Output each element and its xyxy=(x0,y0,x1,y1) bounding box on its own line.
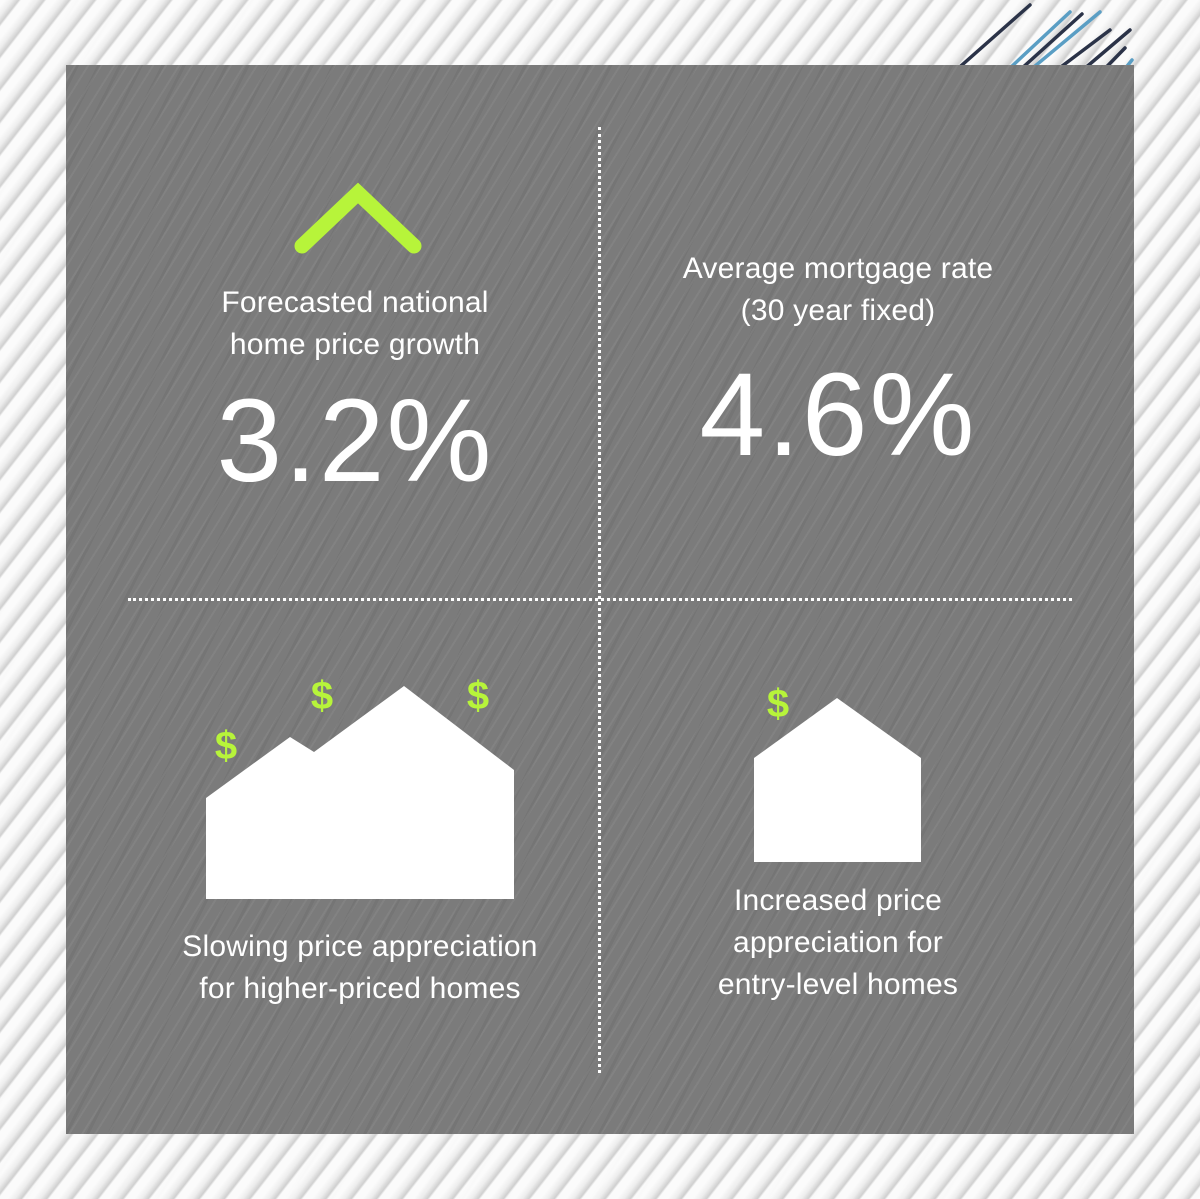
dollar-sign-icon: $ xyxy=(214,724,238,768)
label-line: Forecasted national xyxy=(221,286,489,319)
mortgage-rate-label: Average mortgage rate (30 year fixed) xyxy=(618,248,1058,332)
label-line: entry-level homes xyxy=(717,968,959,1001)
home-price-growth-label: Forecasted national home price growth xyxy=(155,282,555,366)
entry-level-homes-label: Increased price appreciation for entry-l… xyxy=(618,880,1058,1006)
mortgage-rate-value: 4.6% xyxy=(699,349,977,481)
label-line: Increased price xyxy=(733,884,943,917)
home-price-growth-value: 3.2% xyxy=(216,375,494,507)
label-line: Average mortgage rate xyxy=(682,252,994,285)
horizontal-divider xyxy=(128,598,1072,601)
label-line: (30 year fixed) xyxy=(740,294,936,327)
dollar-sign-icon: $ xyxy=(766,682,790,726)
label-line: for higher-priced homes xyxy=(199,972,521,1005)
label-line: Slowing price appreciation xyxy=(182,930,538,963)
label-line: appreciation for xyxy=(733,926,943,959)
higher-priced-homes-label: Slowing price appreciation for higher-pr… xyxy=(130,926,590,1010)
dollar-sign-icon: $ xyxy=(466,674,490,718)
label-line: home price growth xyxy=(229,328,481,361)
dollar-sign-icon: $ xyxy=(310,674,334,718)
